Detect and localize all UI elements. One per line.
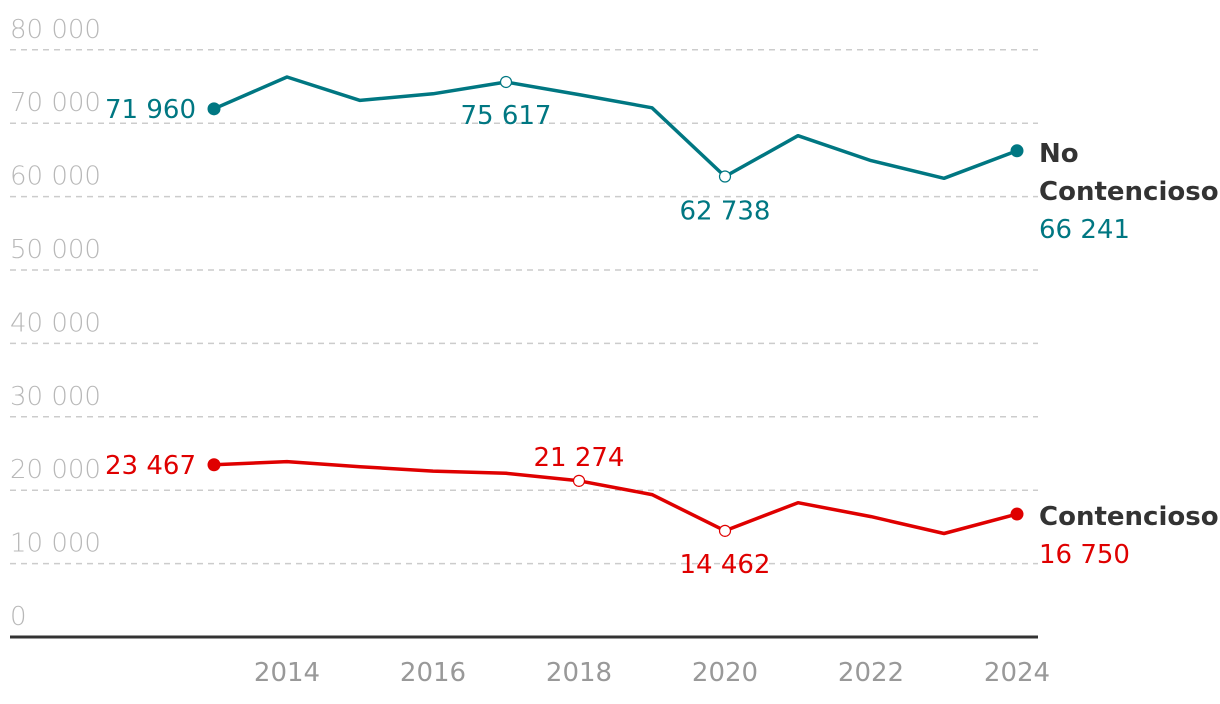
y-tick-label: 10 000 bbox=[10, 529, 101, 559]
y-tick-label: 60 000 bbox=[10, 162, 101, 192]
no-contencioso-series-name: No bbox=[1039, 139, 1079, 169]
contencioso-data-label: 21 274 bbox=[534, 443, 625, 473]
no-contencioso-data-label: 62 738 bbox=[680, 197, 771, 227]
y-tick-label: 50 000 bbox=[10, 235, 101, 265]
contencioso-data-label: 16 750 bbox=[1039, 540, 1130, 570]
contencioso-data-label: 14 462 bbox=[680, 550, 771, 580]
contencioso-marker bbox=[207, 458, 221, 472]
no-contencioso-marker-hollow bbox=[718, 170, 732, 183]
x-tick-label: 2018 bbox=[546, 658, 612, 688]
no-contencioso-series-name: Contencioso bbox=[1039, 177, 1219, 207]
no-contencioso-data-label: 75 617 bbox=[461, 101, 552, 131]
contencioso-line bbox=[212, 459, 1019, 536]
y-tick-label: 40 000 bbox=[10, 308, 101, 338]
x-tick-label: 2020 bbox=[692, 658, 758, 688]
contencioso-marker-hollow bbox=[572, 474, 586, 487]
y-tick-label: 0 bbox=[10, 602, 27, 632]
y-tick-label: 70 000 bbox=[10, 88, 101, 118]
x-tick-label: 2022 bbox=[838, 658, 904, 688]
no-contencioso-marker-hollow bbox=[499, 75, 513, 89]
no-contencioso-marker bbox=[1010, 144, 1024, 158]
contencioso-marker-hollow bbox=[718, 524, 732, 537]
no-contencioso-line bbox=[212, 75, 1019, 181]
x-tick-label: 2014 bbox=[254, 658, 320, 688]
y-tick-label: 30 000 bbox=[10, 382, 101, 412]
no-contencioso-data-label: 66 241 bbox=[1039, 215, 1130, 245]
x-tick-label: 2016 bbox=[400, 658, 466, 688]
y-tick-label: 20 000 bbox=[10, 455, 101, 485]
contencioso-data-label: 23 467 bbox=[105, 451, 196, 481]
contencioso-marker bbox=[1010, 507, 1024, 521]
x-tick-label: 2024 bbox=[984, 658, 1050, 688]
no-contencioso-marker bbox=[207, 102, 221, 116]
contencioso-series-name: Contencioso bbox=[1039, 502, 1219, 532]
y-tick-label: 80 000 bbox=[10, 15, 101, 45]
no-contencioso-data-label: 71 960 bbox=[105, 95, 196, 125]
